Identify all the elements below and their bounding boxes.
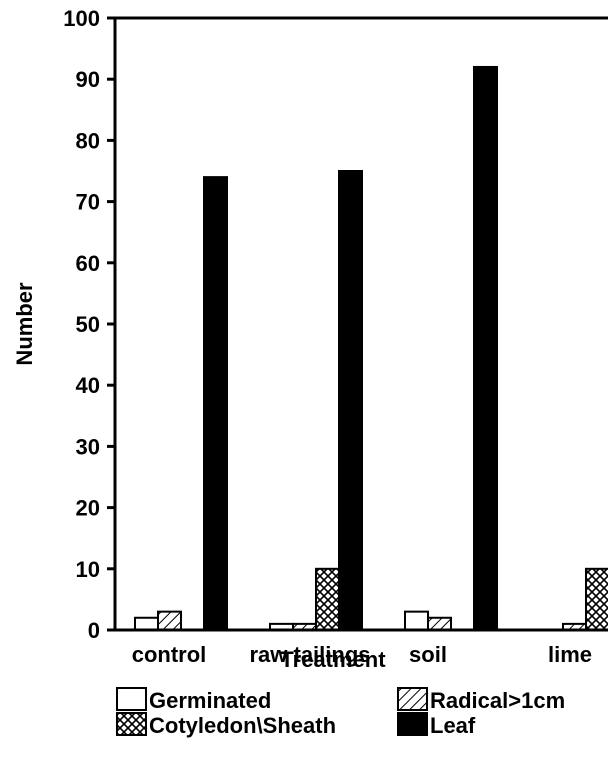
- x-category-label: soil: [409, 642, 447, 667]
- x-category-label: lime: [548, 642, 592, 667]
- y-tick-label: 70: [76, 190, 100, 215]
- y-axis-title: Number: [12, 282, 37, 366]
- bars-group: [134, 65, 608, 632]
- legend-label: Leaf: [430, 713, 476, 738]
- bar-radical-1cm-soil: [427, 616, 452, 632]
- bar-leaf-soil: [473, 65, 498, 631]
- y-tick-label: 50: [76, 312, 100, 337]
- y-tick-label: 60: [76, 251, 100, 276]
- bar-radical-1cm-control: [157, 610, 182, 632]
- bar-cotyledon-sheath-raw-tailings: [315, 567, 340, 631]
- legend-label: Radical>1cm: [430, 688, 565, 713]
- y-tick-label: 0: [88, 618, 100, 643]
- legend: Germinated Radical>1cm Cotyledon\Sheath Lea…: [116, 687, 565, 738]
- y-tick-label: 40: [76, 373, 100, 398]
- legend-label: Germinated: [149, 688, 271, 713]
- y-tick-label: 80: [76, 128, 100, 153]
- y-tick-label: 10: [76, 557, 100, 582]
- bar-germinated-control: [134, 616, 159, 632]
- bar-leaf-raw-tailings: [338, 170, 363, 631]
- y-tick-label: 100: [63, 6, 100, 31]
- x-axis-title: Treatment: [280, 647, 386, 672]
- bar-germinated-soil: [404, 610, 429, 632]
- x-category-label: raw tailings: [249, 642, 370, 667]
- y-tick-label: 90: [76, 67, 100, 92]
- legend-swatch-crosshatch: [116, 712, 147, 736]
- y-axis-ticks: 0 10 20 30 40 50 60 70 80 90 100: [63, 6, 115, 643]
- legend-swatch-solid: [397, 712, 428, 736]
- bar-cotyledon-sheath-lime: [585, 567, 608, 631]
- bar-leaf-control: [203, 176, 228, 631]
- x-axis-category-labels: control raw tailings soil lime: [132, 642, 592, 667]
- y-tick-label: 20: [76, 496, 100, 521]
- legend-label: Cotyledon\Sheath: [149, 713, 336, 738]
- y-tick-label: 30: [76, 434, 100, 459]
- legend-swatch-diagonal: [397, 687, 428, 711]
- x-category-label: control: [132, 642, 207, 667]
- legend-swatch-empty: [116, 687, 147, 711]
